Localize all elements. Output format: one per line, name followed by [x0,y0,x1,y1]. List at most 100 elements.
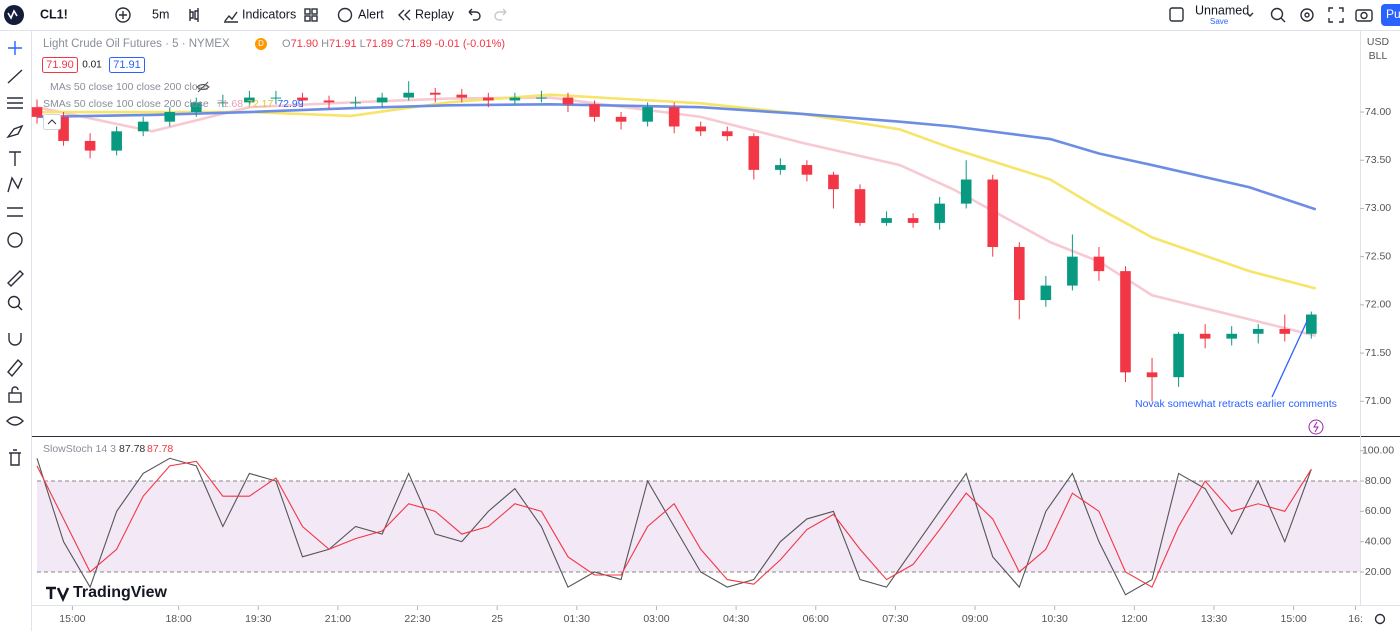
publish-button[interactable] [1381,4,1400,26]
candle-body [323,100,335,103]
trend-line-tool[interactable] [7,69,23,84]
icons-tool[interactable] [7,232,23,248]
y-tick-label: 73.00 [1365,202,1391,214]
x-tick-label: 06:00 [803,613,829,625]
add-symbol-icon[interactable] [115,7,131,23]
pattern-tool[interactable] [7,176,23,193]
layouts-icon[interactable] [304,8,311,15]
candle-body [483,97,494,101]
ohlc-value: 71.89 [404,38,432,50]
candle-body [1306,314,1317,334]
candle-body [562,97,574,105]
left-toolbar [6,31,32,631]
indicators-button[interactable]: Indicators [242,7,296,21]
visibility-tool[interactable] [6,416,24,426]
candle-body [1173,333,1184,378]
interval[interactable]: 5m [152,7,169,21]
chart-type-icon[interactable] [189,8,199,22]
ruler-tool[interactable] [7,270,24,287]
candle-body [1226,333,1237,339]
snapshot-lens [1360,11,1368,20]
candle-body [429,92,441,95]
change: -0.01 (-0.01%) [435,38,505,50]
candle-body [164,112,176,122]
redo-icon[interactable] [494,8,507,21]
text-tool[interactable] [9,151,21,166]
x-tick-label: 07:30 [882,613,908,625]
indicator-name: SMAs 50 close 100 close 200 close [43,98,209,110]
market-status-badge [255,38,267,50]
snapshot-icon[interactable] [1355,9,1373,22]
save-label[interactable]: Save [1210,17,1229,26]
lock-drawings-tool[interactable] [7,358,23,378]
sell-box[interactable] [42,57,78,73]
price-pane: 71.00 71.50 72.00 72.50 73.00 73.50 74.00 15:00… [31,81,1391,625]
fullscreen-icon[interactable] [1328,7,1344,23]
y-tick-label: 100.00 [1362,444,1394,456]
ohlc-value: 71.90 [291,38,319,50]
layout-menu-chevron[interactable] [1246,12,1254,17]
ohlc-value: 71.89 [366,38,394,50]
candle-body [456,94,468,98]
settings-icon[interactable] [1300,8,1314,22]
moving-average [36,96,1317,337]
candle-body [721,131,733,137]
lock-tool[interactable] [8,392,22,403]
brand[interactable]: TradingView [73,584,168,601]
buy-price: 71.91 [113,59,141,71]
x-tick-label: 21:00 [325,613,351,625]
search-icon[interactable] [1270,7,1284,21]
x-tick-label: 10:30 [1042,613,1068,625]
layouts-icon [311,15,318,22]
remove-tool[interactable] [9,449,21,466]
y-tick-label: 20.00 [1365,566,1391,578]
candle-body [84,140,96,151]
alert-button[interactable]: Alert [358,7,384,21]
magnet-tool[interactable] [8,333,22,346]
sma100-value: 72.17 [247,98,273,110]
x-tick-label: 19:30 [245,613,271,625]
y-tick-label: 60.00 [1365,505,1391,517]
layout-name[interactable]: Unnamed [1195,3,1249,17]
y-tick-label: 72.00 [1365,299,1391,311]
layout-checkbox[interactable] [1169,7,1184,22]
candle-body [828,174,839,190]
candle-body [509,97,521,101]
unit[interactable]: BLL [1369,50,1388,62]
undo-icon[interactable] [468,8,481,21]
market-status: D [258,39,264,48]
candle-body [270,97,282,99]
candle-body [1199,333,1211,339]
symbol[interactable]: CL1! [40,7,68,21]
axis-settings-icon[interactable] [1374,613,1386,625]
candle-body [536,97,547,99]
hide-indicator-icon[interactable] [196,81,210,93]
moving-average [36,103,1317,211]
candle-body [748,136,760,170]
y-tick-label: 74.00 [1365,106,1391,118]
replay-button[interactable]: Replay [415,7,455,21]
fib-tool[interactable] [7,97,23,109]
ohlc-label: H [321,38,329,50]
candle-body [190,102,202,113]
sell-price: 71.90 [46,59,74,71]
candle-body [137,121,149,132]
candle-body [217,102,229,104]
ohlc-legend: O71.90 H71.91 L71.89 C71.89 -0.01 (-0.01%) [282,38,505,50]
x-tick-label: 12:00 [1121,613,1147,625]
prediction-tool[interactable] [7,207,23,217]
collapse-legend-button[interactable] [43,114,61,130]
currency[interactable]: USD [1367,36,1390,48]
x-tick-label: 04:30 [723,613,749,625]
y-tick-label: 71.50 [1365,347,1391,359]
zoom-tool[interactable] [7,295,21,309]
stoch-band [37,481,1360,572]
crosshair-tool[interactable] [8,41,22,55]
spread: 0.01 [82,60,102,71]
sma50-value: 71.68 [217,98,243,110]
candle-body [1093,256,1105,272]
stoch-pane: 20.00 40.00 60.00 80.00 100.00 [36,444,1394,596]
buy-box[interactable] [109,57,145,73]
app-logo[interactable] [4,5,24,25]
brush-tool[interactable] [6,124,24,139]
